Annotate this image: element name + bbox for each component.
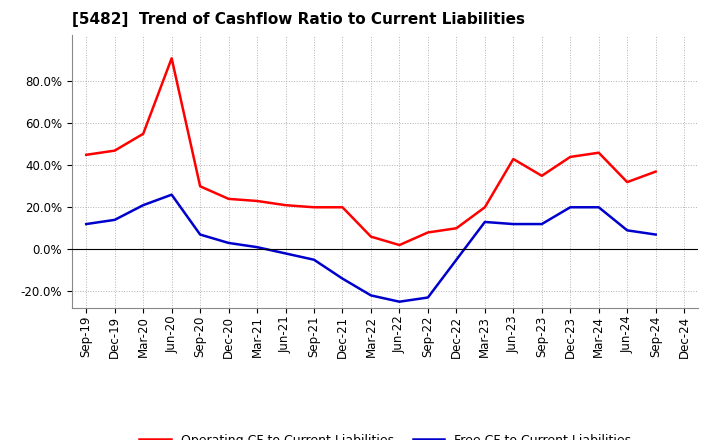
Free CF to Current Liabilities	[509, 221, 518, 227]
Operating CF to Current Liabilities	[225, 196, 233, 202]
Operating CF to Current Liabilities	[310, 205, 318, 210]
Operating CF to Current Liabilities	[338, 205, 347, 210]
Operating CF to Current Liabilities	[423, 230, 432, 235]
Operating CF to Current Liabilities	[452, 226, 461, 231]
Free CF to Current Liabilities	[253, 245, 261, 250]
Line: Free CF to Current Liabilities: Free CF to Current Liabilities	[86, 194, 656, 302]
Text: [5482]  Trend of Cashflow Ratio to Current Liabilities: [5482] Trend of Cashflow Ratio to Curren…	[72, 12, 525, 27]
Operating CF to Current Liabilities	[395, 242, 404, 248]
Operating CF to Current Liabilities	[509, 156, 518, 161]
Operating CF to Current Liabilities	[167, 55, 176, 61]
Legend: Operating CF to Current Liabilities, Free CF to Current Liabilities: Operating CF to Current Liabilities, Fre…	[135, 429, 636, 440]
Operating CF to Current Liabilities	[566, 154, 575, 160]
Operating CF to Current Liabilities	[366, 234, 375, 239]
Operating CF to Current Liabilities	[652, 169, 660, 174]
Free CF to Current Liabilities	[366, 293, 375, 298]
Operating CF to Current Liabilities	[139, 131, 148, 136]
Free CF to Current Liabilities	[139, 202, 148, 208]
Free CF to Current Liabilities	[423, 295, 432, 300]
Operating CF to Current Liabilities	[82, 152, 91, 158]
Operating CF to Current Liabilities	[480, 205, 489, 210]
Free CF to Current Liabilities	[566, 205, 575, 210]
Free CF to Current Liabilities	[652, 232, 660, 237]
Free CF to Current Liabilities	[338, 276, 347, 281]
Operating CF to Current Liabilities	[196, 183, 204, 189]
Free CF to Current Liabilities	[110, 217, 119, 223]
Free CF to Current Liabilities	[623, 228, 631, 233]
Free CF to Current Liabilities	[167, 192, 176, 197]
Operating CF to Current Liabilities	[595, 150, 603, 155]
Free CF to Current Liabilities	[196, 232, 204, 237]
Free CF to Current Liabilities	[310, 257, 318, 262]
Operating CF to Current Liabilities	[537, 173, 546, 179]
Free CF to Current Liabilities	[452, 257, 461, 262]
Operating CF to Current Liabilities	[282, 202, 290, 208]
Free CF to Current Liabilities	[480, 219, 489, 224]
Free CF to Current Liabilities	[282, 251, 290, 256]
Free CF to Current Liabilities	[595, 205, 603, 210]
Operating CF to Current Liabilities	[110, 148, 119, 153]
Free CF to Current Liabilities	[225, 240, 233, 246]
Operating CF to Current Liabilities	[253, 198, 261, 204]
Free CF to Current Liabilities	[82, 221, 91, 227]
Free CF to Current Liabilities	[537, 221, 546, 227]
Operating CF to Current Liabilities	[623, 180, 631, 185]
Line: Operating CF to Current Liabilities: Operating CF to Current Liabilities	[86, 58, 656, 245]
Free CF to Current Liabilities	[395, 299, 404, 304]
